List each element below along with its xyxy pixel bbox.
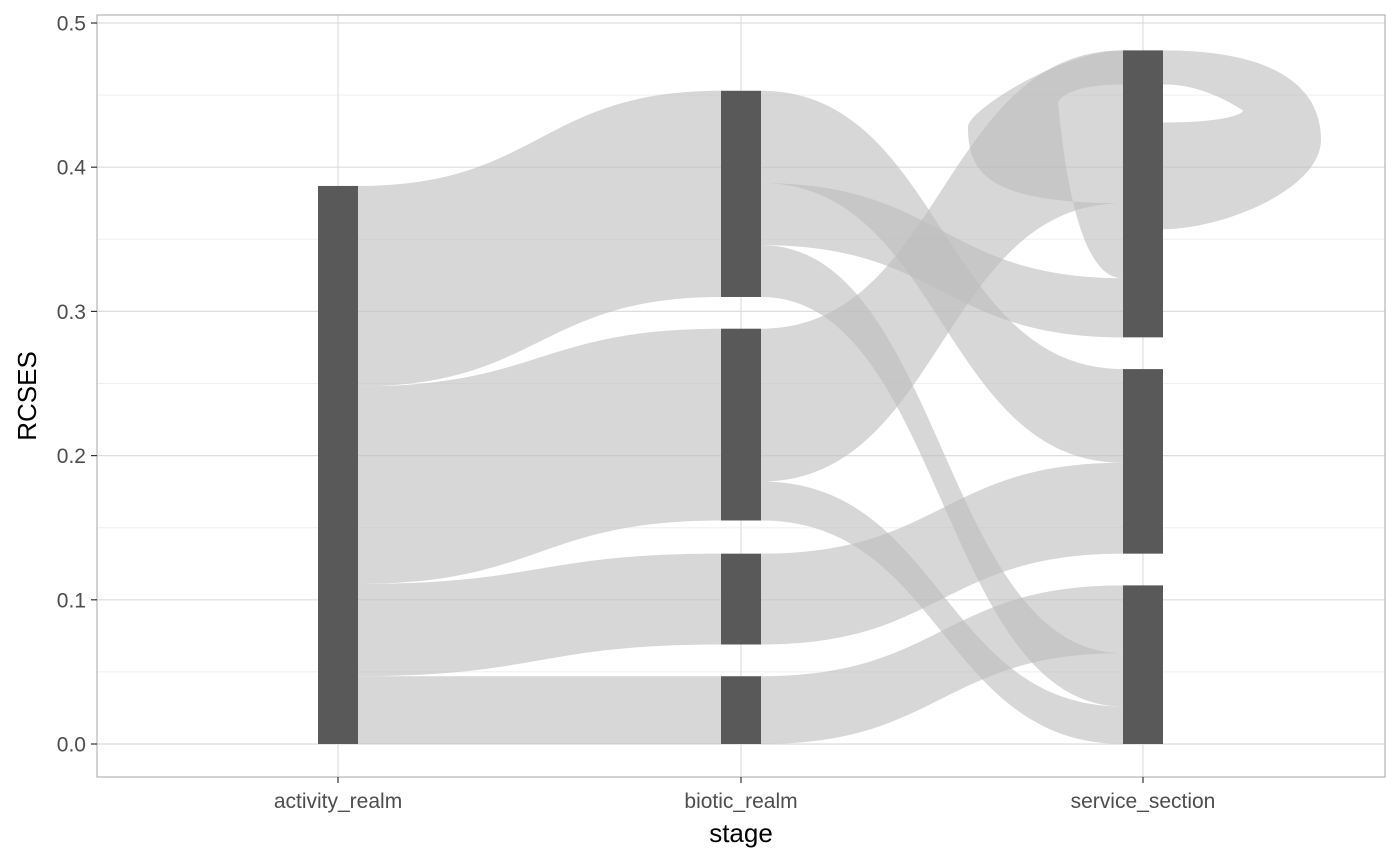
- stage-node: [721, 90, 761, 297]
- flow-ribbon: [358, 553, 721, 677]
- flow-ribbon: [968, 50, 1321, 279]
- flow-ribbon: [358, 90, 721, 387]
- y-tick-label: 0.5: [57, 13, 86, 36]
- flow-ribbon: [358, 676, 721, 744]
- x-tick-label: biotic_realm: [684, 790, 797, 813]
- stage-node: [721, 676, 761, 744]
- y-axis: 0.0 0.1 0.2 0.3 0.4 0.5: [57, 13, 97, 757]
- y-axis-title: RCSES: [12, 351, 42, 441]
- x-tick-label: service_section: [1071, 790, 1216, 813]
- y-tick-label: 0.4: [57, 157, 87, 180]
- stage-node: [721, 553, 761, 645]
- x-axis: activity_realm biotic_realm service_sectio…: [274, 777, 1216, 813]
- flow-ribbon: [761, 245, 1123, 707]
- x-axis-title: stage: [709, 818, 773, 848]
- y-tick-label: 0.2: [57, 445, 86, 468]
- flow-ribbon: [761, 585, 1123, 744]
- x-tick-label: activity_realm: [274, 790, 402, 813]
- flow-ribbon: [761, 481, 1123, 744]
- stage-node: [318, 185, 358, 745]
- stage-node: [1123, 157, 1163, 230]
- stage-node: [721, 328, 761, 521]
- y-tick-label: 0.1: [57, 589, 86, 612]
- stage-node: [1123, 585, 1163, 744]
- y-tick-label: 0.0: [57, 734, 86, 757]
- flow-ribbon: [761, 462, 1123, 645]
- flows: [358, 50, 1321, 744]
- flow-ribbon: [358, 328, 721, 584]
- nodes: [318, 50, 1163, 745]
- stage-node: [1123, 369, 1163, 554]
- y-tick-label: 0.3: [57, 301, 86, 324]
